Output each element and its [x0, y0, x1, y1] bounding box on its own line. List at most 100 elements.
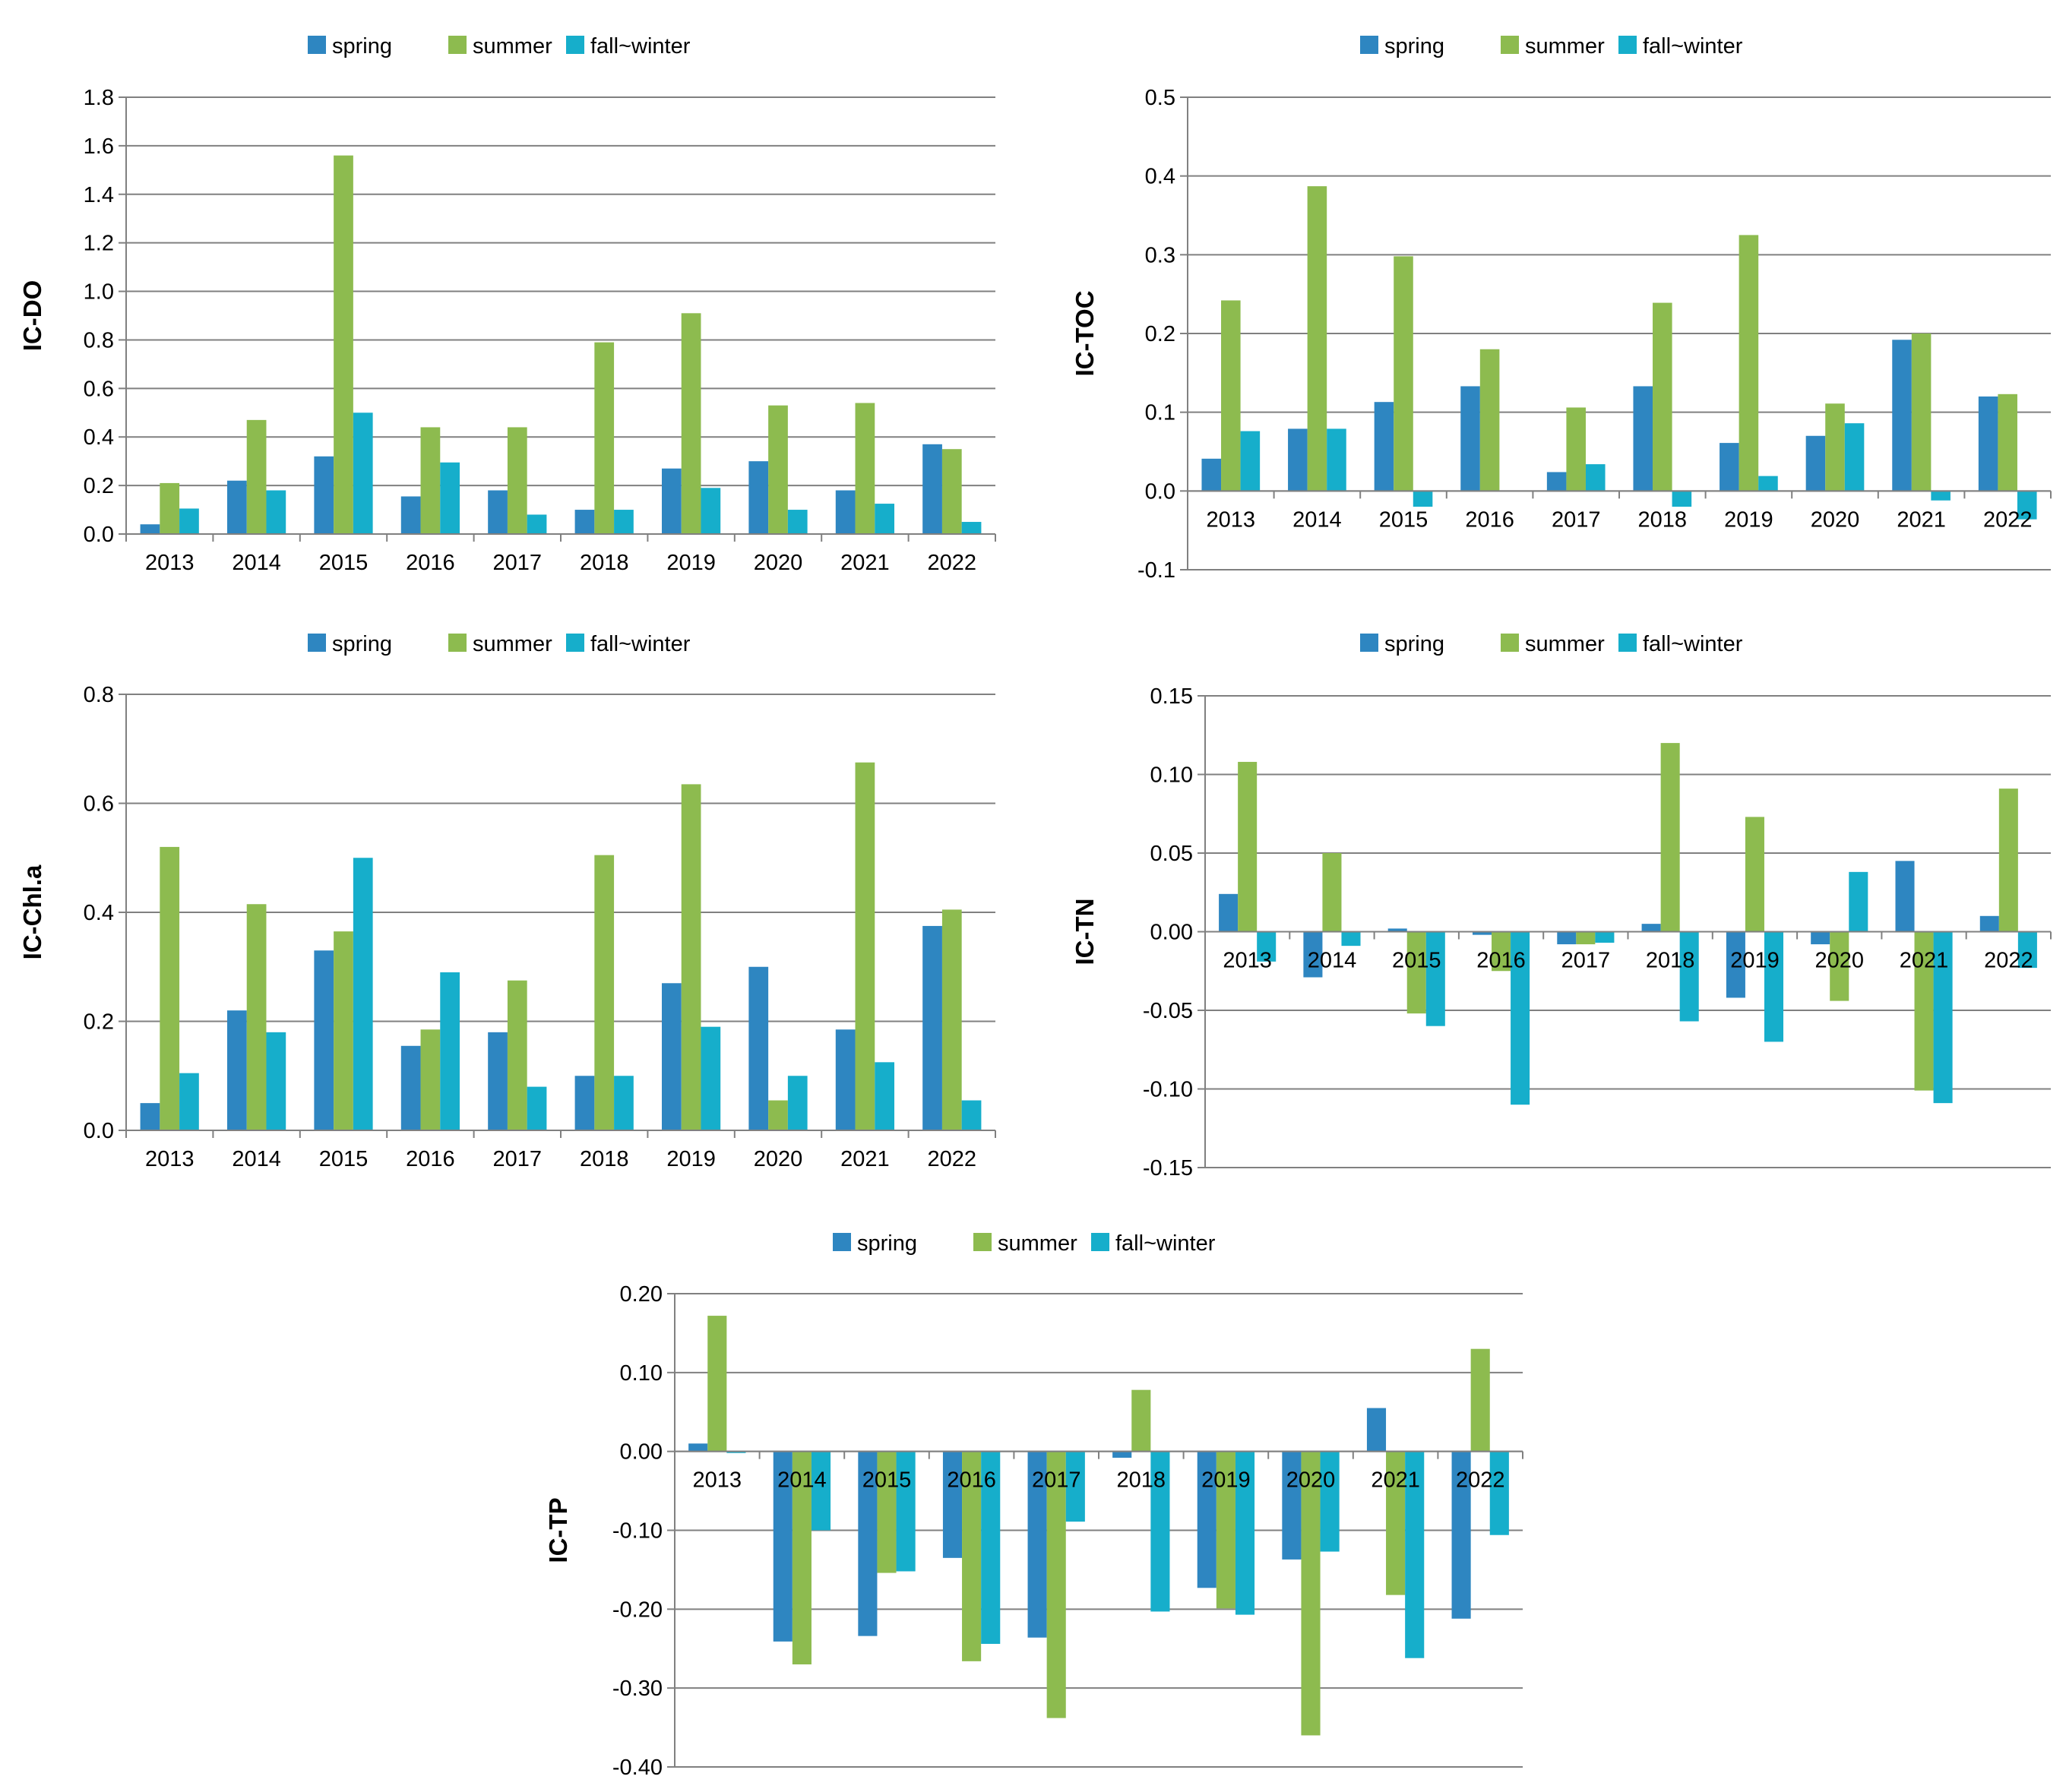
bar-tp-spring-2019: [1197, 1451, 1217, 1588]
y-tick-label: 0.4: [84, 901, 114, 925]
x-tick-label: 2015: [1392, 949, 1441, 973]
y-axis-title: IC-TP: [544, 1497, 572, 1563]
bar-tp-summer-2019: [1216, 1451, 1235, 1609]
bar-do-fall-winter-2013: [179, 508, 199, 534]
bar-toc-summer-2020: [1825, 403, 1845, 491]
legend-label-1: summer: [998, 1231, 1077, 1256]
legend-swatch-2: [566, 36, 584, 54]
bar-do-summer-2021: [855, 403, 875, 534]
legend-swatch-2: [566, 634, 584, 652]
x-tick-label: 2014: [777, 1468, 827, 1493]
bar-tp-summer-2018: [1131, 1389, 1151, 1452]
bar-do-summer-2013: [160, 482, 180, 534]
bar-tn-fall-winter-2022: [2017, 931, 2037, 969]
bar-tn-summer-2020: [1830, 931, 1849, 1001]
x-tick-label: 2019: [1201, 1468, 1251, 1493]
x-tick-label: 2022: [928, 551, 977, 575]
y-tick-label: 0.4: [84, 425, 114, 450]
legend-label-1: summer: [473, 34, 552, 58]
y-tick-label: 0.10: [620, 1361, 663, 1386]
bar-toc-fall-winter-2017: [1585, 464, 1606, 491]
legend: spring summer fall~winter: [308, 632, 691, 656]
legend-swatch-0: [1360, 634, 1378, 652]
y-tick-label: 1.6: [84, 134, 114, 159]
y-tick-label: 1.8: [84, 86, 114, 110]
y-tick-label: 0.2: [84, 474, 114, 498]
x-tick-label: 2018: [1638, 507, 1688, 532]
y-tick-label: 0.1: [1145, 401, 1175, 425]
bar-chla-fall-winter-2016: [440, 972, 460, 1130]
bar-do-spring-2020: [748, 461, 769, 534]
bar-chla-spring-2019: [661, 983, 682, 1130]
x-tick-label: 2022: [1456, 1468, 1505, 1493]
bar-tp-spring-2017: [1027, 1451, 1047, 1638]
bar-tp-summer-2013: [707, 1316, 727, 1452]
legend-swatch-2: [1618, 36, 1637, 54]
legend-swatch-1: [448, 634, 467, 652]
bar-tp-fall-winter-2021: [1405, 1451, 1425, 1658]
legend-label-2: fall~winter: [1643, 34, 1743, 58]
bar-chla-summer-2013: [160, 846, 180, 1130]
bar-tp-spring-2020: [1282, 1451, 1302, 1560]
bar-toc-fall-winter-2019: [1758, 476, 1778, 491]
legend-label-1: summer: [473, 632, 552, 656]
bar-do-fall-winter-2021: [875, 504, 895, 534]
bar-chla-fall-winter-2022: [961, 1100, 982, 1130]
bar-do-summer-2020: [768, 405, 788, 534]
bar-tn-summer-2013: [1238, 761, 1258, 932]
x-tick-label: 2013: [145, 551, 195, 575]
bar-tp-fall-winter-2018: [1150, 1451, 1170, 1612]
legend-swatch-1: [1501, 634, 1519, 652]
bar-toc-spring-2021: [1892, 340, 1912, 491]
bar-do-fall-winter-2020: [787, 510, 808, 534]
bar-tp-fall-winter-2014: [811, 1451, 831, 1531]
x-tick-label: 2018: [580, 1147, 629, 1171]
y-tick-label: 0.20: [620, 1282, 663, 1307]
legend-label-1: summer: [1525, 34, 1605, 58]
bar-chla-fall-winter-2020: [787, 1076, 808, 1130]
legend: spring summer fall~winter: [308, 34, 691, 58]
legend-swatch-1: [1501, 36, 1519, 54]
bar-do-spring-2019: [661, 468, 682, 534]
y-tick-label: -0.15: [1143, 1156, 1193, 1180]
legend-swatch-2: [1091, 1233, 1109, 1251]
legend: spring summer fall~winter: [1360, 34, 1743, 58]
bar-chla-fall-winter-2014: [266, 1032, 286, 1130]
bar-tn-summer-2021: [1914, 931, 1934, 1091]
bar-tp-summer-2014: [792, 1451, 812, 1665]
bar-tp-summer-2020: [1301, 1451, 1321, 1736]
bar-toc-spring-2016: [1460, 386, 1480, 491]
bar-tn-spring-2017: [1557, 931, 1577, 945]
bar-tn-fall-winter-2020: [1849, 871, 1868, 932]
legend-swatch-1: [973, 1233, 992, 1251]
bar-do-fall-winter-2014: [266, 490, 286, 534]
bar-tn-summer-2018: [1660, 743, 1680, 932]
bar-chla-spring-2022: [922, 925, 942, 1130]
y-tick-label: 0.5: [1145, 86, 1175, 110]
bar-toc-spring-2019: [1720, 443, 1739, 491]
bar-chla-spring-2020: [748, 966, 769, 1130]
bar-toc-summer-2018: [1653, 302, 1672, 491]
legend-swatch-0: [1360, 36, 1378, 54]
bar-toc-fall-winter-2013: [1240, 431, 1261, 491]
y-tick-label: 0.8: [84, 683, 114, 707]
bar-toc-spring-2017: [1546, 472, 1567, 491]
bar-tp-fall-winter-2015: [896, 1451, 916, 1572]
x-tick-label: 2022: [1983, 507, 2033, 532]
x-tick-label: 2014: [1308, 949, 1357, 973]
bar-do-spring-2016: [400, 496, 421, 534]
bar-tn-fall-winter-2013: [1257, 931, 1277, 962]
bar-tp-summer-2021: [1386, 1451, 1406, 1595]
y-tick-label: 0.4: [1145, 165, 1175, 189]
x-tick-label: 2021: [840, 1147, 890, 1171]
chart-tp: spring summer fall~winter -0.40 -0.30 -0.20 -0…: [544, 1231, 1523, 1780]
x-tick-label: 2016: [1476, 949, 1526, 973]
bar-tn-summer-2016: [1492, 931, 1511, 972]
x-tick-label: 2018: [1646, 949, 1695, 973]
bar-toc-spring-2015: [1374, 402, 1394, 491]
bar-do-fall-winter-2019: [701, 488, 721, 534]
y-axis-title: IC-TN: [1071, 899, 1099, 966]
bar-tp-spring-2014: [773, 1451, 793, 1642]
legend-label-0: spring: [1384, 34, 1444, 58]
